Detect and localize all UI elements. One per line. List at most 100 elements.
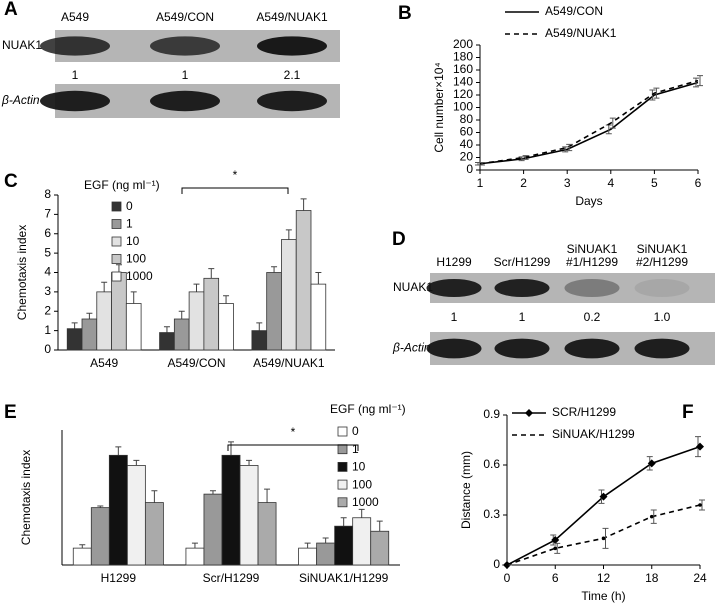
y-tick-label: 0 [493, 557, 500, 571]
row-label: β-Actin [1, 93, 40, 107]
panel-label: A [4, 0, 18, 20]
lane-label: Scr/H1299 [494, 255, 551, 269]
series-line [479, 79, 699, 165]
error-bar [151, 490, 158, 503]
error-bar [285, 229, 292, 240]
row-label: NUAK1 [2, 38, 42, 52]
error-bar [522, 155, 529, 160]
quantification: 1 [72, 68, 79, 82]
legend-swatch [111, 254, 122, 264]
y-tick-label: 4 [44, 265, 51, 279]
quantification: 1.0 [654, 310, 671, 324]
error-bar [79, 544, 86, 549]
panel-label: D [392, 229, 406, 250]
legend-swatch [337, 461, 348, 472]
bar [96, 291, 112, 351]
legend-title: EGF (ng ml⁻¹) [330, 402, 406, 416]
x-tick-label: 6 [695, 176, 702, 190]
legend-swatch [111, 201, 122, 212]
significance-bracket [227, 444, 359, 451]
error-bar [699, 499, 705, 511]
blot-band [634, 338, 690, 359]
bar [352, 517, 372, 566]
bar [159, 332, 175, 351]
legend-label: A549/CON [545, 4, 603, 18]
legend-swatch [111, 236, 122, 247]
legend-swatch [337, 497, 348, 508]
blot-band [564, 279, 620, 297]
error-bar [358, 508, 365, 518]
marker [551, 536, 560, 544]
x-tick-label: 4 [607, 176, 614, 190]
y-tick-label: 0 [466, 162, 473, 176]
legend-label: 0 [126, 199, 133, 213]
legend-label: 1000 [352, 495, 379, 509]
lane-label: A549/CON [156, 10, 214, 24]
error-bar [554, 542, 561, 554]
quantification: 2.1 [284, 68, 301, 82]
error-bar [304, 542, 311, 549]
y-tick-label: 40 [460, 137, 474, 151]
bar [266, 272, 282, 351]
y-axis-label: Cell number×10⁴ [432, 62, 446, 152]
bar [281, 239, 297, 351]
blot-band [257, 90, 327, 112]
lane-label: A549 [61, 10, 89, 24]
y-tick-label: 0.9 [483, 407, 500, 421]
panel-label: B [398, 3, 412, 24]
error-bar [163, 326, 170, 333]
y-tick-label: 0.3 [483, 507, 500, 521]
legend-label: 100 [352, 477, 372, 491]
bar [334, 525, 354, 566]
bar [72, 547, 92, 566]
error-bar [130, 291, 137, 304]
legend-label: SiNUAK/H1299 [552, 427, 635, 441]
legend-label: SCR/H1299 [552, 405, 616, 419]
bar [203, 493, 223, 566]
bar [295, 210, 312, 351]
marker [647, 459, 656, 468]
y-tick-label: 6 [44, 226, 51, 240]
y-tick-label: 3 [44, 284, 51, 298]
error-bar [256, 322, 263, 331]
x-tick-label: 3 [564, 176, 571, 190]
marker [601, 536, 606, 541]
bar [316, 542, 336, 566]
legend-label: 100 [126, 252, 146, 266]
bar [144, 502, 164, 566]
legend-label: 10 [126, 234, 140, 248]
error-bar [223, 295, 230, 304]
error-bar [562, 146, 569, 153]
lane-label: #1/H1299 [566, 255, 618, 269]
x-tick-label: 18 [645, 571, 659, 585]
quantification: 1 [451, 310, 458, 324]
error-bar [191, 542, 198, 549]
x-tick-label: A549/CON [167, 356, 225, 370]
legend-swatch [337, 479, 348, 490]
y-axis-label: Chemotaxis index [15, 225, 29, 320]
bar [81, 318, 98, 351]
blot-band [40, 36, 110, 56]
error-bar [653, 87, 660, 99]
significance-mark: * [291, 425, 296, 439]
blot-band [634, 279, 690, 297]
error-bar [566, 143, 573, 152]
y-axis-label: Distance (mm) [459, 451, 473, 529]
legend-label: 1 [352, 442, 359, 456]
y-tick-label: 80 [460, 112, 474, 126]
legend-swatch [337, 426, 348, 437]
bar [188, 291, 205, 351]
bar [111, 272, 127, 351]
error-bar [479, 162, 485, 166]
bar [108, 454, 128, 566]
x-tick-label: SiNUAK1/H1299 [299, 571, 389, 585]
bar [173, 318, 190, 351]
y-tick-label: 200 [453, 37, 473, 51]
legend-label: 10 [352, 460, 366, 474]
bar [185, 547, 205, 566]
error-bar [602, 527, 609, 549]
y-tick-label: 140 [453, 75, 473, 89]
y-tick-label: 2 [44, 303, 51, 317]
error-bar [649, 89, 656, 101]
y-tick-label: 7 [44, 207, 51, 221]
